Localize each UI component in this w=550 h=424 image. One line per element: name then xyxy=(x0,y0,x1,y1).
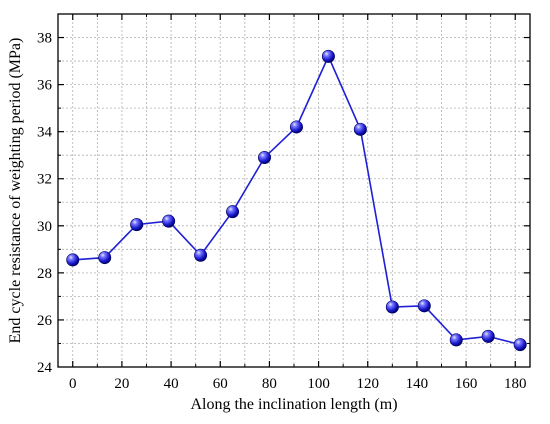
grid xyxy=(58,14,530,367)
data-point xyxy=(449,333,463,347)
x-tick-label: 120 xyxy=(357,376,380,392)
data-point xyxy=(257,151,271,165)
y-tick-label: 24 xyxy=(37,360,53,376)
data-point xyxy=(130,218,144,232)
x-axis-title: Along the inclination length (m) xyxy=(190,396,397,413)
y-tick-label: 36 xyxy=(37,78,53,94)
x-tick-label: 80 xyxy=(262,376,277,392)
y-axis-title: End cycle resistance of weighting period… xyxy=(7,38,24,344)
data-point xyxy=(513,338,527,352)
y-tick-label: 26 xyxy=(37,313,53,329)
data-points xyxy=(66,49,527,352)
data-point xyxy=(321,49,335,63)
x-tick-label: 20 xyxy=(114,376,129,392)
ticks xyxy=(58,14,530,367)
data-point xyxy=(194,248,208,262)
x-tick-label: 0 xyxy=(69,376,77,392)
x-tick-label: 140 xyxy=(406,376,429,392)
tick-labels: 0 20 40 60 80 100 120 140 160 180 24 26 28 30 32 34 36 38 xyxy=(37,31,527,392)
y-tick-label: 28 xyxy=(37,266,52,282)
data-point xyxy=(226,205,240,219)
x-tick-label: 100 xyxy=(307,376,330,392)
data-point xyxy=(98,251,112,265)
x-tick-label: 60 xyxy=(213,376,228,392)
data-point xyxy=(353,122,367,136)
series-line xyxy=(72,54,521,346)
data-point xyxy=(385,300,399,314)
series-line-layer xyxy=(72,54,521,346)
y-tick-label: 30 xyxy=(37,219,52,235)
x-tick-label: 40 xyxy=(164,376,179,392)
data-point xyxy=(417,299,431,313)
x-tick-label: 160 xyxy=(455,376,478,392)
y-tick-label: 34 xyxy=(37,125,53,141)
y-tick-label: 32 xyxy=(37,172,52,188)
data-point xyxy=(481,329,495,343)
data-point xyxy=(162,214,176,228)
y-tick-label: 38 xyxy=(37,31,52,47)
data-point xyxy=(66,253,80,267)
x-tick-label: 180 xyxy=(504,376,527,392)
data-point xyxy=(289,120,303,134)
